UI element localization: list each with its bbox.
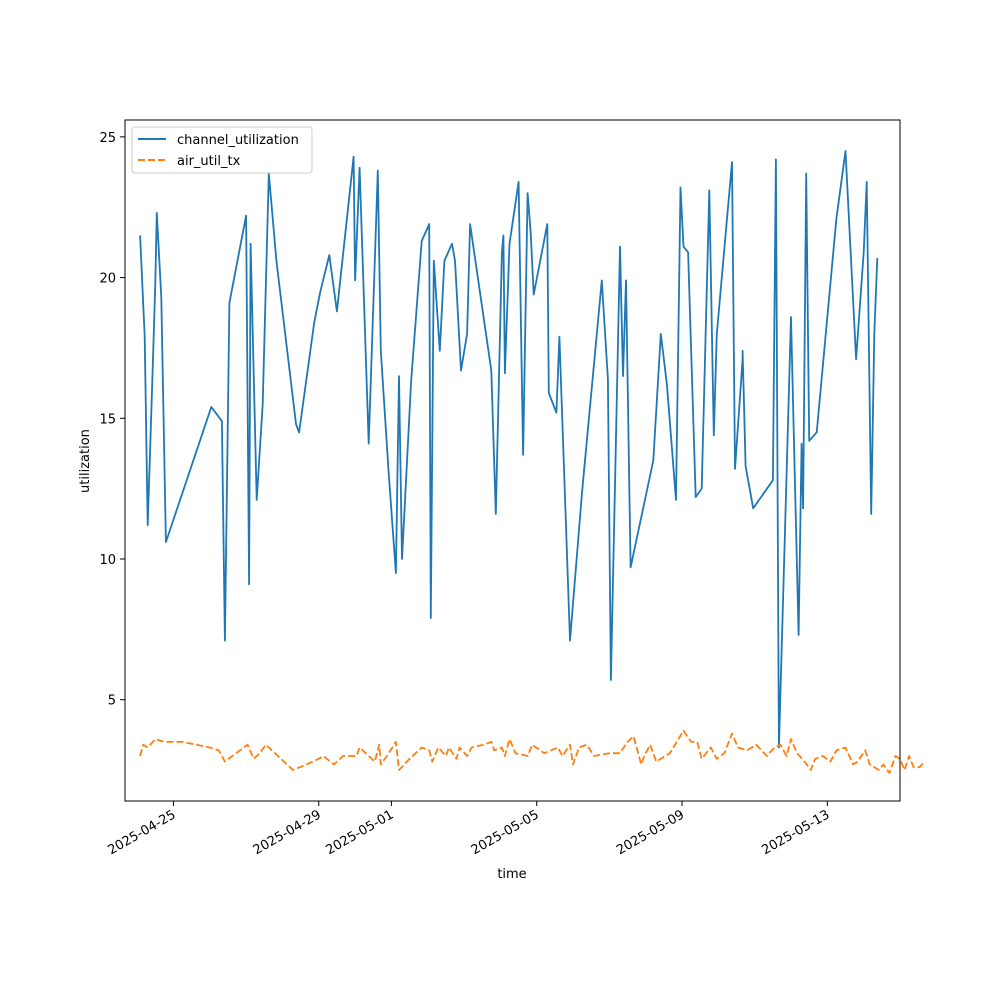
x-tick-label: 2025-05-09 [614,807,687,858]
x-axis: 2025-04-25 2025-04-29 2025-05-01 2025-05-05… [105,801,832,858]
y-tick-label: 20 [99,272,116,287]
y-tick-label: 15 [99,412,116,427]
y-tick-label: 10 [99,553,116,568]
x-tick-label: 2025-04-25 [105,807,178,858]
legend-label-air-util-tx: air_util_tx [177,154,241,169]
legend-box [131,126,313,174]
x-tick-label: 2025-05-01 [323,807,396,858]
y-axis: 5 10 15 20 25 [99,131,125,709]
y-tick-label: 25 [99,131,116,146]
series-line-channel-utilization [139,150,879,749]
series-line-air-util-tx [139,729,925,774]
x-tick-label: 2025-04-29 [251,807,324,858]
plot-lines [139,150,925,774]
x-axis-title: time [497,867,526,882]
legend-label-channel-utilization: channel_utilization [177,133,299,148]
y-tick-label: 5 [108,694,116,709]
plot-frame [124,119,901,802]
x-tick-label: 2025-05-05 [469,807,542,858]
y-axis-title: utilization [78,429,93,493]
legend: channel_utilization air_util_tx [131,126,313,174]
x-tick-label: 2025-05-13 [759,807,832,858]
